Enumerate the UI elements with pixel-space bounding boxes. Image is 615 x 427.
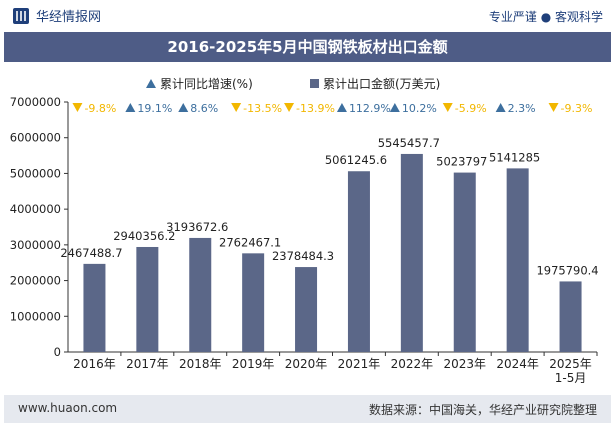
bar	[295, 267, 318, 352]
bar	[136, 246, 159, 352]
x-tick-label: 2022年	[391, 357, 434, 371]
footer: www.huaon.com 数据来源：中国海关，华经产业研究院整理	[4, 395, 611, 423]
growth-value-label: -5.9%	[455, 102, 487, 115]
chart-title: 2016-2025年5月中国钢铁板材出口金额	[167, 38, 448, 56]
growth-value-label: -13.9%	[296, 102, 335, 115]
chart: 累计同比增速(%) 累计出口金额(万美元) 0 1000000 2000000 30000…	[10, 76, 599, 385]
logo: 华经情报网	[12, 6, 101, 25]
bar-value-label: 5141285	[489, 150, 540, 164]
x-tick-label: 2019年	[232, 357, 275, 371]
legend-growth-label: 累计同比增速(%)	[160, 77, 253, 91]
bar	[506, 168, 529, 352]
growth-up-marker	[336, 103, 347, 112]
x-tick-label: 2023年	[443, 357, 486, 371]
x-tick-label: 2018年	[179, 357, 222, 371]
bar	[559, 281, 582, 352]
growth-value-label: 10.2%	[402, 102, 437, 115]
growth-value-label: 2.3%	[508, 102, 536, 115]
tagline: 专业严谨 ● 客观科学	[488, 10, 603, 24]
bar-value-label: 3193672.6	[166, 220, 228, 234]
growth-value-label: -9.8%	[84, 102, 116, 115]
growth-down-marker	[231, 103, 242, 112]
legend-amount-label: 累计出口金额(万美元)	[323, 76, 440, 91]
logo-text: 华经情报网	[36, 10, 102, 25]
growth-up-marker	[389, 103, 400, 112]
bar	[347, 171, 370, 352]
y-tick-label: 4000000	[10, 202, 61, 216]
x-tick-label: 2020年	[285, 357, 328, 371]
growth-down-marker	[284, 103, 295, 112]
bar-value-label: 2467488.7	[60, 246, 122, 260]
bar	[400, 153, 423, 352]
y-tick-label: 0	[54, 345, 61, 359]
bar-value-label: 1975790.4	[536, 263, 598, 277]
growth-value-label: -9.3%	[561, 102, 593, 115]
growth-up-marker	[178, 103, 189, 112]
y-tick-label: 1000000	[10, 309, 61, 323]
bar	[242, 253, 265, 352]
y-tick-label: 6000000	[10, 131, 61, 145]
bar	[83, 263, 106, 352]
growth-value-label: 8.6%	[190, 102, 218, 115]
y-tick-label: 5000000	[10, 166, 61, 180]
top-bar: 华经情报网 专业严谨 ● 客观科学	[0, 0, 615, 32]
growth-up-marker	[495, 103, 506, 112]
x-tick-label: 2025年	[549, 357, 592, 371]
legend-growth-marker	[146, 79, 156, 88]
growth-down-marker	[72, 103, 83, 112]
bar-value-label: 5061245.6	[325, 153, 387, 167]
logo-icon	[13, 7, 29, 24]
growth-down-marker	[548, 103, 559, 112]
footer-url[interactable]: www.huaon.com	[18, 401, 118, 415]
bar-value-label: 5545457.7	[378, 136, 440, 150]
bar-value-label: 2378484.3	[272, 249, 334, 263]
growth-down-marker	[442, 103, 453, 112]
title-bar: 2016-2025年5月中国钢铁板材出口金额	[4, 32, 611, 62]
bar-value-label: 2940356.2	[113, 229, 175, 243]
y-tick-label: 7000000	[10, 95, 61, 109]
y-tick-label: 2000000	[10, 274, 61, 288]
footer-source: 数据来源：中国海关，华经产业研究院整理	[368, 403, 597, 417]
bar	[189, 237, 212, 352]
x-tick-label: 2024年	[496, 357, 539, 371]
x-tick-label: 1-5月	[555, 371, 587, 385]
growth-value-label: -13.5%	[243, 102, 282, 115]
legend-amount-swatch	[310, 79, 319, 88]
y-tick-label: 3000000	[10, 238, 61, 252]
bar	[453, 172, 476, 352]
x-tick-label: 2016年	[73, 357, 116, 371]
bar-value-label: 2762467.1	[219, 235, 281, 249]
x-tick-label: 2017年	[126, 357, 169, 371]
bar-value-label: 5023797	[436, 155, 487, 169]
growth-value-label: 19.1%	[137, 102, 172, 115]
growth-value-label: 112.9%	[349, 102, 391, 115]
growth-up-marker	[125, 103, 136, 112]
x-tick-label: 2021年	[338, 357, 381, 371]
